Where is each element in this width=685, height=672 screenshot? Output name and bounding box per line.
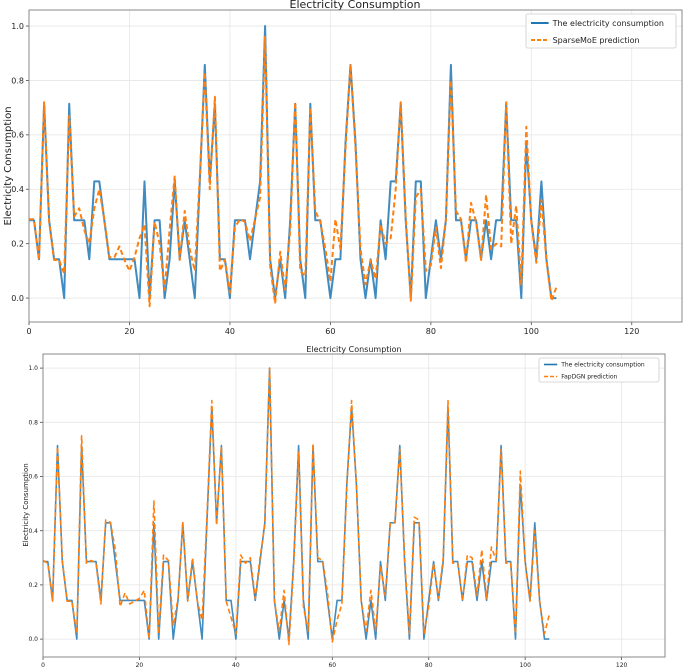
legend-label: SparseMoE prediction xyxy=(553,36,640,45)
x-tick-label: 60 xyxy=(325,327,335,336)
prediction-line xyxy=(42,367,551,646)
x-tick-label: 120 xyxy=(624,327,639,336)
x-tick-label: 120 xyxy=(616,662,628,668)
legend-label: FapDGN prediction xyxy=(561,374,617,381)
y-tick-label: 0.6 xyxy=(28,474,38,481)
y-tick-label: 0.0 xyxy=(11,294,24,303)
y-tick-label: 1.0 xyxy=(28,365,38,372)
plot-frame xyxy=(42,353,666,658)
x-tick-label: 20 xyxy=(124,327,134,336)
y-tick-label: 0.4 xyxy=(11,185,24,194)
chart-title: Electricity Consumption xyxy=(290,0,421,11)
x-tick-label: 100 xyxy=(524,327,539,336)
x-tick-label: 40 xyxy=(232,662,240,668)
legend-box xyxy=(538,357,660,383)
chart-title: Electricity Consumption xyxy=(306,345,401,354)
prediction-line xyxy=(29,35,558,308)
y-axis-label: Electricity Consumption xyxy=(22,463,30,546)
legend-label: The electricity consumption xyxy=(560,362,645,369)
x-tick-label: 100 xyxy=(519,662,531,668)
x-tick-label: 0 xyxy=(41,662,45,668)
plot-frame xyxy=(28,9,683,323)
x-tick-label: 40 xyxy=(225,327,235,336)
top-chart-sparsemoe: Electricity Consumption Electricity Cons… xyxy=(3,0,683,336)
actual-consumption-line xyxy=(43,367,550,640)
y-tick-label: 0.0 xyxy=(28,636,38,643)
bottom-chart-fapdgn: Electricity Consumption Electricity Cons… xyxy=(22,345,666,669)
y-axis-label: Electricity Consumption xyxy=(3,106,14,225)
y-tick-label: 0.8 xyxy=(28,419,38,426)
x-tick-label: 0 xyxy=(26,327,31,336)
y-tick-label: 0.6 xyxy=(11,131,24,140)
x-tick-label: 20 xyxy=(136,662,144,668)
y-tick-label: 0.8 xyxy=(11,76,24,85)
y-tick-label: 0.2 xyxy=(28,582,38,589)
y-tick-label: 0.4 xyxy=(28,528,38,535)
legend: The electricity consumption FapDGN predic… xyxy=(538,357,660,383)
y-tick-label: 1.0 xyxy=(11,22,24,31)
legend-box xyxy=(525,13,677,49)
y-tick-label: 0.2 xyxy=(11,239,24,248)
x-tick-label: 60 xyxy=(328,662,336,668)
x-tick-label: 80 xyxy=(426,327,436,336)
x-tick-label: 80 xyxy=(425,662,433,668)
legend: The electricity consumption SparseMoE pre… xyxy=(525,13,677,49)
legend-label: The electricity consumption xyxy=(552,19,664,28)
